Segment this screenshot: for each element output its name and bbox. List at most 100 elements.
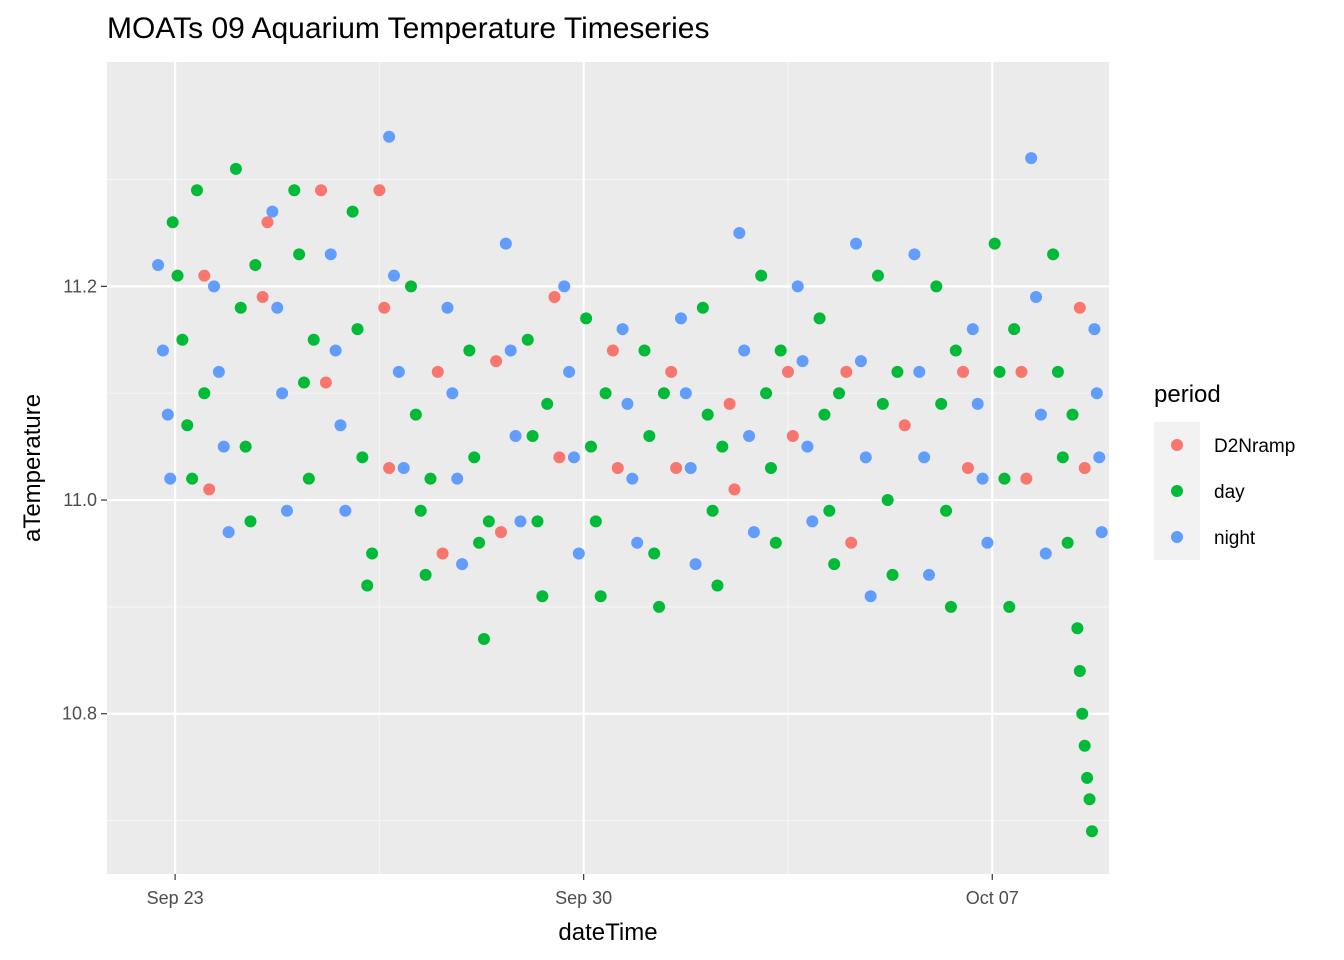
legend-item-night: night	[1154, 514, 1256, 560]
data-point	[451, 472, 464, 485]
data-point	[526, 429, 539, 442]
data-points	[152, 130, 1108, 838]
data-point	[334, 419, 347, 432]
data-point	[419, 568, 432, 581]
data-point	[339, 504, 352, 517]
data-point	[670, 462, 683, 474]
data-point	[288, 184, 301, 197]
data-point	[1061, 536, 1074, 549]
data-point	[536, 590, 549, 603]
data-point	[611, 462, 624, 474]
data-point	[580, 312, 593, 325]
data-point	[166, 216, 179, 229]
data-point	[463, 344, 476, 357]
legend-label: night	[1214, 528, 1256, 549]
data-point	[171, 269, 184, 282]
data-point	[689, 558, 702, 571]
data-point	[198, 269, 211, 282]
data-point	[769, 536, 782, 549]
legend: period D2Nramp day night	[1154, 381, 1295, 560]
data-point	[558, 280, 571, 293]
data-point	[616, 323, 629, 336]
data-point	[833, 387, 846, 400]
data-point	[774, 344, 787, 357]
data-point	[351, 323, 364, 336]
data-point	[944, 600, 957, 613]
data-point	[297, 376, 310, 389]
data-point	[548, 291, 561, 304]
series-d2nramp	[198, 184, 1091, 560]
data-point	[1003, 600, 1016, 613]
data-point	[567, 451, 580, 464]
data-point	[908, 248, 921, 261]
y-axis-title: aTemperature	[19, 394, 46, 542]
data-point	[1066, 408, 1079, 421]
data-point	[1073, 665, 1086, 677]
data-point	[1008, 323, 1021, 336]
data-point	[293, 248, 306, 261]
data-point	[414, 504, 427, 517]
data-point	[711, 579, 724, 592]
data-point	[1095, 526, 1108, 539]
data-point	[631, 536, 644, 549]
data-point	[468, 451, 481, 464]
data-point	[626, 472, 639, 485]
data-point	[801, 440, 814, 453]
legend-marker	[1171, 439, 1183, 451]
data-point	[1056, 451, 1069, 464]
data-point	[181, 419, 194, 432]
data-point	[383, 130, 396, 143]
data-point	[217, 440, 230, 453]
data-point	[436, 547, 449, 560]
data-point	[1090, 387, 1103, 400]
data-point	[791, 280, 804, 293]
data-point	[584, 440, 597, 453]
data-point	[152, 259, 165, 271]
data-point	[993, 365, 1006, 378]
data-point	[373, 184, 386, 197]
data-point	[665, 365, 678, 378]
data-point	[266, 205, 279, 218]
data-point	[1078, 462, 1091, 474]
data-point	[378, 301, 391, 314]
data-point	[923, 568, 936, 581]
data-point	[553, 451, 566, 464]
data-point	[898, 419, 911, 432]
data-point	[1073, 301, 1086, 314]
data-point	[315, 184, 328, 197]
data-point	[477, 632, 490, 645]
data-point	[1078, 739, 1091, 752]
data-point	[891, 365, 904, 378]
data-point	[606, 344, 619, 357]
data-point	[643, 429, 656, 442]
data-point	[781, 365, 794, 378]
data-point	[1085, 825, 1098, 838]
data-point	[957, 365, 970, 378]
data-point	[930, 280, 943, 293]
data-point	[521, 333, 534, 346]
data-point	[696, 301, 709, 314]
data-point	[638, 344, 651, 357]
data-point	[1034, 408, 1047, 421]
data-point	[212, 365, 225, 378]
legend-marker	[1171, 531, 1183, 543]
data-point	[743, 429, 756, 442]
data-point	[850, 237, 863, 250]
data-point	[490, 355, 503, 368]
data-point	[1083, 793, 1096, 806]
data-point	[828, 558, 841, 571]
data-point	[456, 558, 469, 571]
data-point	[818, 408, 831, 421]
data-point	[716, 440, 729, 453]
y-tick-label: 11.2	[63, 276, 97, 296]
legend-marker	[1171, 485, 1183, 497]
data-point	[256, 291, 269, 304]
data-point	[280, 504, 293, 517]
data-point	[482, 515, 495, 528]
data-point	[876, 397, 889, 410]
data-point	[1088, 323, 1101, 336]
data-point	[271, 301, 284, 314]
data-point	[222, 526, 235, 539]
data-point	[324, 248, 337, 261]
data-point	[441, 301, 454, 314]
